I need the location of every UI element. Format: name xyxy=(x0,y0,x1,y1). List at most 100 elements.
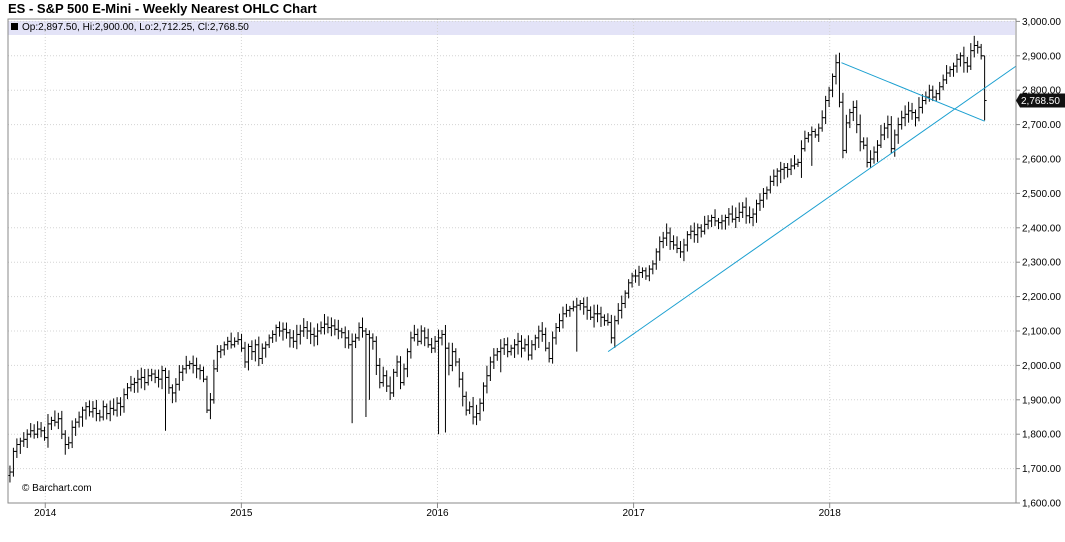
ohlc-bar xyxy=(11,447,16,477)
y-tick-label: 1,600.00 xyxy=(1022,499,1061,510)
ohlc-bar xyxy=(32,424,37,439)
ohlc-bar xyxy=(764,186,769,200)
ohlc-bar xyxy=(246,343,251,371)
ohlc-bar xyxy=(609,314,614,344)
ohlc-bar xyxy=(968,43,973,70)
ohlc-bar xyxy=(173,378,178,403)
ohlc-bar xyxy=(111,398,116,416)
chart-title: ES - S&P 500 E-Mini - Weekly Nearest OHL… xyxy=(8,1,317,16)
ohlc-bar xyxy=(930,85,935,102)
ohlc-bar xyxy=(668,227,673,250)
ohlc-bar xyxy=(941,74,946,91)
ohlc-bar xyxy=(958,52,963,67)
ohlc-bar xyxy=(28,423,33,438)
ohlc-bar xyxy=(882,122,887,141)
ohlc-bar xyxy=(201,366,206,383)
ohlc-bar xyxy=(315,323,320,346)
ohlc-bar xyxy=(191,355,196,374)
ohlc-bar xyxy=(374,336,379,376)
ohlc-bar xyxy=(439,329,444,346)
y-tick-label: 2,800.00 xyxy=(1022,86,1061,97)
ohlc-bar xyxy=(108,400,113,422)
ohlc-bar xyxy=(775,168,780,187)
ohlc-bar xyxy=(547,341,552,363)
ohlc-bar xyxy=(574,297,579,352)
ohlc-bar xyxy=(744,197,749,224)
y-tick-label: 1,800.00 xyxy=(1022,430,1061,441)
ohlc-bar xyxy=(336,319,341,340)
ohlc-bar xyxy=(184,355,189,374)
ohlc-bar xyxy=(14,438,19,458)
ohlc-bar xyxy=(73,418,78,436)
ohlc-bar xyxy=(391,368,396,397)
ohlc-bar xyxy=(612,315,617,348)
ohlc-bar xyxy=(177,365,182,391)
ohlc-bar xyxy=(709,214,714,228)
ohlc-bar xyxy=(443,324,448,433)
ohlc-bar xyxy=(834,54,839,85)
ohlc-bar xyxy=(823,95,828,125)
ohlc-bar xyxy=(339,327,344,339)
ohlc-bar xyxy=(87,400,92,417)
ohlc-bar xyxy=(357,322,362,341)
ohlc-bar xyxy=(101,400,106,421)
ohlc-bar xyxy=(934,89,939,102)
ohlc-bar xyxy=(370,333,375,350)
ohlc-bar xyxy=(626,279,631,299)
ohlc-bar xyxy=(42,426,47,441)
ohlc-bar xyxy=(885,115,890,139)
ohlc-bar xyxy=(719,214,724,230)
ohlc-bar xyxy=(840,92,845,159)
ohlc-bar xyxy=(59,410,64,440)
last-price-marker[interactable]: 2,768.50 xyxy=(1016,93,1065,108)
x-tick-label: 2018 xyxy=(819,508,842,519)
y-tick-label: 2,900.00 xyxy=(1022,51,1061,62)
ohlc-bar xyxy=(433,335,438,353)
ohlc-bar xyxy=(498,339,503,373)
ohlc-bar xyxy=(25,429,30,449)
y-tick-label: 2,000.00 xyxy=(1022,361,1061,372)
ohlc-bar xyxy=(685,231,690,252)
ohlc-bar xyxy=(198,364,203,380)
ohlc-bar xyxy=(83,402,88,420)
ohlc-bar xyxy=(146,368,151,386)
ohlc-bar xyxy=(560,306,565,329)
ohlc-bar xyxy=(747,206,752,224)
ohlc-bar xyxy=(820,110,825,132)
ohlc-bar xyxy=(723,214,728,230)
ohlc-bar xyxy=(353,333,358,349)
ohlc-bar xyxy=(757,193,762,211)
ohlc-bar xyxy=(180,365,185,382)
ohlc-bar xyxy=(294,324,299,350)
ohlc-bar xyxy=(346,330,351,349)
ohlc-bar xyxy=(291,330,296,348)
ohlc-bar xyxy=(785,163,790,178)
ohlc-bar xyxy=(502,338,507,355)
ohlc-bar xyxy=(384,370,389,392)
ohlc-bar xyxy=(754,199,759,223)
last-price-label: 2,768.50 xyxy=(1021,96,1060,107)
ohlc-bar xyxy=(951,62,956,77)
ohlc-bar xyxy=(809,126,814,166)
ohlc-bar xyxy=(446,342,451,376)
ohlc-bar xyxy=(156,369,161,388)
ohlc-bar xyxy=(142,369,147,391)
ohlc-bar xyxy=(878,124,883,149)
ohlc-bar xyxy=(854,100,859,134)
ohlc-bar xyxy=(726,208,731,226)
ohlc-bar xyxy=(253,339,258,362)
ohlc-bar xyxy=(737,202,742,222)
ohlc-bar xyxy=(122,388,127,413)
y-tick-label: 2,200.00 xyxy=(1022,292,1061,303)
ohlc-bar xyxy=(578,300,583,311)
ohlc-bar xyxy=(692,222,697,243)
ohlc-bar xyxy=(844,114,849,154)
ohlc-bar xyxy=(298,324,303,345)
ohlc-bar xyxy=(979,43,984,60)
ohlc-bar xyxy=(139,367,144,389)
ohlc-bar xyxy=(529,340,534,360)
ohlc-bar xyxy=(858,114,863,152)
ohlc-bar xyxy=(602,314,607,326)
ohlc-bar xyxy=(954,54,959,73)
ohlc-bar xyxy=(267,334,272,349)
